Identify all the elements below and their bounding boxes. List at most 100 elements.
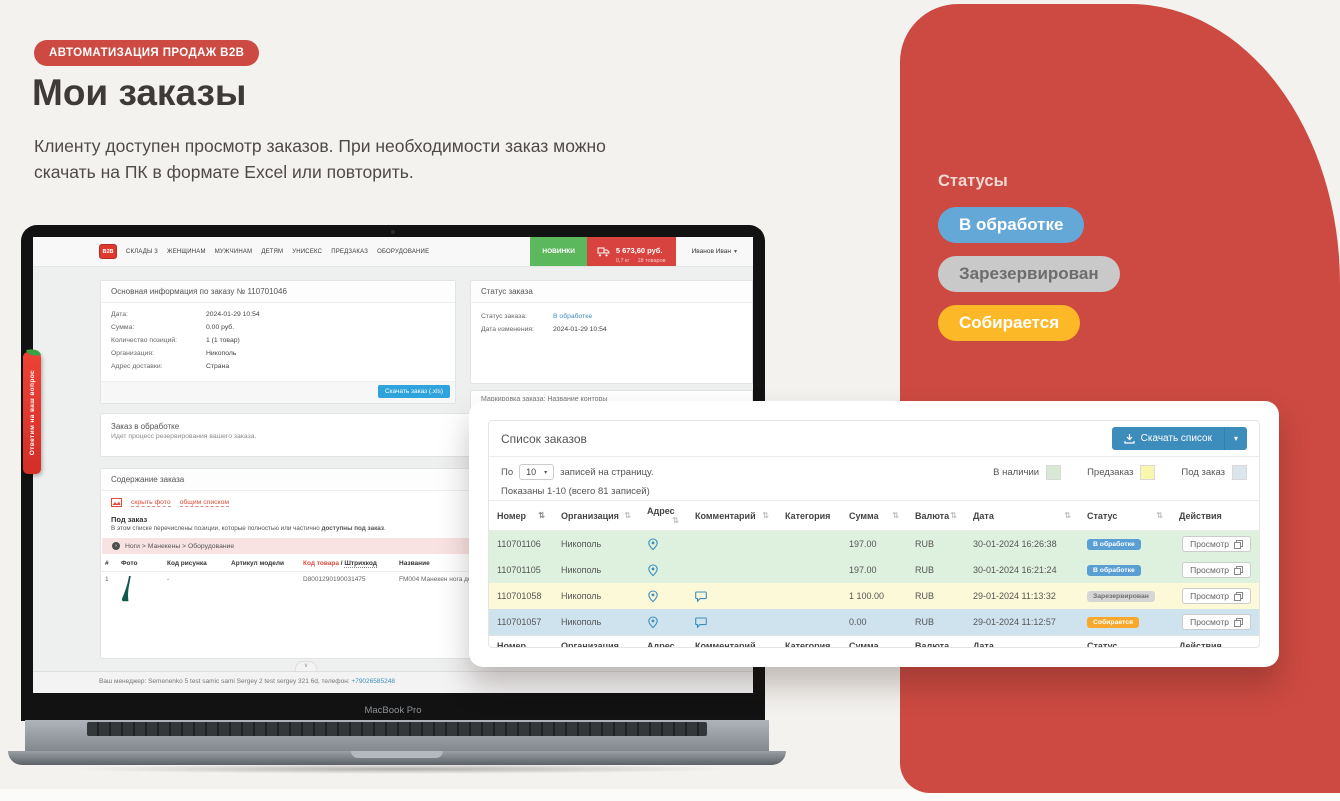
b2b-logo[interactable]: B2B [99,244,117,259]
hide-photo-link[interactable]: скрыть фото [131,498,171,507]
order-actions-cell: Просмотр [1171,583,1259,609]
th-address[interactable]: Адрес ⇅ [639,500,687,531]
cart-button[interactable]: 5 673,60 руб. 0,7 кг 18 товаров [586,237,676,266]
order-row[interactable]: 110701058 Никополь 1 100.00 RUB 29-01-20… [489,583,1259,609]
order-category [777,583,841,609]
under-order-subheading: Под заказ [111,515,148,524]
sort-icon[interactable]: ⇅ [892,510,899,520]
th-number[interactable]: Номер ⇅ [489,500,553,531]
order-status-cell: Собирается [1079,609,1171,636]
view-order-button[interactable]: Просмотр [1182,588,1251,604]
records-shown-text: Показаны 1-10 (всего 81 записей) [501,486,650,497]
nav-item-sklady[interactable]: СКЛАДЫ 3 [126,248,158,255]
col-num: # [101,556,117,572]
nav-item-equipment[interactable]: ОБОРУДОВАНИЕ [377,248,430,255]
th-currency[interactable]: Валюта ⇅ [907,500,965,531]
status-badge: Собирается [1087,617,1140,628]
nav-item-unisex[interactable]: УНИСЕКС [292,248,323,255]
order-number-link[interactable]: 110701106 [497,539,541,549]
list-view-link[interactable]: общим списком [179,498,230,507]
order-currency: RUB [915,591,935,601]
cart-count: 18 товаров [637,258,666,264]
view-order-button[interactable]: Просмотр [1182,536,1251,552]
order-comment-cell [687,557,777,583]
page-title: Мои заказы [32,72,247,113]
th-actions: Действия [1171,500,1259,531]
laptop-keyboard-deck [25,720,769,751]
order-status-value[interactable]: В обработке [553,313,593,320]
download-list-dropdown-button[interactable]: ▾ [1223,427,1247,450]
navbar-menu: B2B СКЛАДЫ 3 ЖЕНЩИНАМ МУЖЧИНАМ ДЕТЯМ УНИ… [33,237,429,266]
manager-phone-link[interactable]: +79026585248 [351,678,395,685]
order-item-row: 1 - D8001290190031475 FM004 Манекен нога… [101,572,752,607]
laptop-trackpad-notch [351,751,443,758]
th-category[interactable]: Категория [777,500,841,531]
order-info-label: Адрес доставки: [111,362,163,370]
nav-item-kids[interactable]: ДЕТЯМ [261,248,284,255]
legend-swatch-preorder [1140,464,1156,480]
order-number-link[interactable]: 110701105 [497,565,541,575]
download-icon [1124,433,1135,444]
collapse-chevron-button[interactable]: ∨ [295,661,317,671]
order-comment-cell[interactable] [687,609,777,636]
th-date[interactable]: Дата ⇅ [965,500,1079,531]
download-order-xls-button[interactable]: Скачать заказ (.xls) [377,385,450,398]
view-order-button[interactable]: Просмотр [1182,614,1251,630]
order-number-link[interactable]: 110701058 [497,591,542,601]
item-model [227,572,299,607]
feedback-side-tab[interactable]: Ответим на ваш вопрос [23,346,42,474]
download-list-button[interactable]: Скачать список [1111,427,1224,450]
order-address-cell[interactable] [639,531,687,558]
order-status-label: Статус заказа: [481,313,527,320]
order-status-cell: Зарезервирован [1079,583,1171,609]
webcam-dot [391,230,395,234]
th-status[interactable]: Статус ⇅ [1079,500,1171,531]
order-row[interactable]: 110701106 Никополь 197.00 RUB 30-01-2024… [489,530,1259,558]
cart-total: 5 673,60 руб. [615,246,663,255]
order-sum: 197.00 [849,565,877,575]
per-page-select[interactable]: 10 ▾ [519,464,555,480]
order-category [777,557,841,583]
copy-icon [1234,539,1243,549]
order-number-link[interactable]: 110701057 [497,617,542,627]
order-status-panel: Статус заказа Статус заказа: В обработке … [470,280,753,384]
order-row[interactable]: 110701105 Никополь 197.00 RUB 30-01-2024… [489,557,1259,583]
sort-icon[interactable]: ⇅ [624,510,631,520]
item-photo[interactable] [117,572,163,607]
sort-icon[interactable]: ⇅ [762,510,769,520]
order-address-cell[interactable] [639,557,687,583]
sort-icon[interactable]: ⇅ [538,510,545,520]
view-order-button[interactable]: Просмотр [1182,562,1251,578]
legend-swatch-instock [1046,464,1062,480]
order-address-cell[interactable] [639,583,687,609]
user-menu[interactable]: Иванов Иван ▾ [676,237,753,266]
copy-icon [1234,617,1243,627]
order-info-label: Дата: [111,311,128,318]
th-comment[interactable]: Комментарий ⇅ [687,500,777,531]
order-address-cell[interactable] [639,609,687,636]
order-status-cell: В обработке [1079,557,1171,583]
nav-item-preorder[interactable]: ПРЕДЗАКАЗ [331,248,369,255]
sort-icon[interactable]: ⇅ [950,510,957,520]
item-name-link[interactable]: FM004 Манекен нога детская [399,576,488,583]
order-row[interactable]: 110701057 Никополь 0.00 RUB 29-01-2024 1… [489,609,1259,636]
nav-item-women[interactable]: ЖЕНЩИНАМ [166,248,206,255]
legend-label: В наличии [993,466,1040,478]
order-comment-cell[interactable] [687,583,777,609]
status-badge: В обработке [1087,565,1141,576]
location-pin-icon [648,589,658,602]
sort-icon[interactable]: ⇅ [1156,510,1163,520]
new-items-button[interactable]: НОВИНКИ [530,237,587,266]
sort-icon[interactable]: ⇅ [672,516,679,525]
th-sum[interactable]: Сумма ⇅ [841,500,907,531]
nav-item-men[interactable]: МУЖЧИНАМ [214,248,253,255]
order-status-cell: В обработке [1079,531,1171,558]
order-sum: 0.00 [849,617,867,627]
order-status-title: Статус заказа [471,281,752,303]
photo-icon [111,498,122,507]
col-code-barcode[interactable]: Код товара / Штрихкод [299,556,395,572]
th-organization[interactable]: Организация ⇅ [553,500,639,531]
mannequin-leg-image [121,576,131,602]
order-actions-cell: Просмотр [1171,557,1259,583]
sort-icon[interactable]: ⇅ [1064,510,1071,520]
